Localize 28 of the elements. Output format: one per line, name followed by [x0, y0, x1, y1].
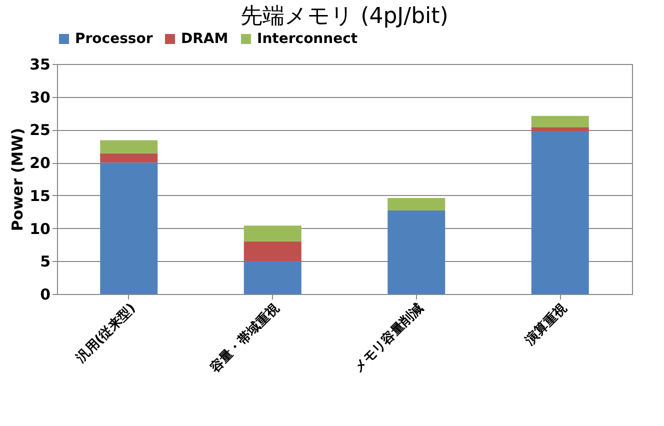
bar — [531, 127, 589, 132]
y-tick-label: 5 — [40, 252, 50, 271]
bar — [531, 116, 589, 128]
bar — [100, 140, 158, 154]
legend-label: Interconnect — [257, 31, 358, 47]
bar — [244, 261, 302, 294]
legend-label: DRAM — [181, 31, 228, 47]
y-tick-label: 10 — [30, 220, 50, 238]
y-tick-label: 25 — [30, 121, 50, 140]
x-tick-label: メモリ容量削減 — [350, 300, 426, 376]
chart-title: 先端メモリ (4pJ/bit) — [240, 4, 448, 29]
x-tick-label: 演算重視 — [521, 299, 571, 349]
bar — [388, 198, 446, 211]
y-tick-label: 20 — [30, 154, 50, 172]
bar — [244, 241, 302, 262]
bar — [100, 162, 158, 294]
bar — [244, 226, 302, 242]
x-tick-label: 汎用(従来型) — [73, 300, 139, 366]
y-tick-label: 0 — [40, 286, 50, 304]
y-tick-label: 30 — [30, 88, 50, 106]
y-axis-title: Power (MW) — [8, 128, 27, 232]
legend-label: Processor — [75, 31, 153, 47]
bar — [100, 153, 158, 163]
bar — [531, 131, 589, 294]
y-tick-label: 15 — [30, 186, 50, 205]
bar — [388, 210, 446, 294]
x-tick-label: 容量・帯域重視 — [206, 299, 284, 376]
y-tick-label: 35 — [30, 56, 50, 74]
